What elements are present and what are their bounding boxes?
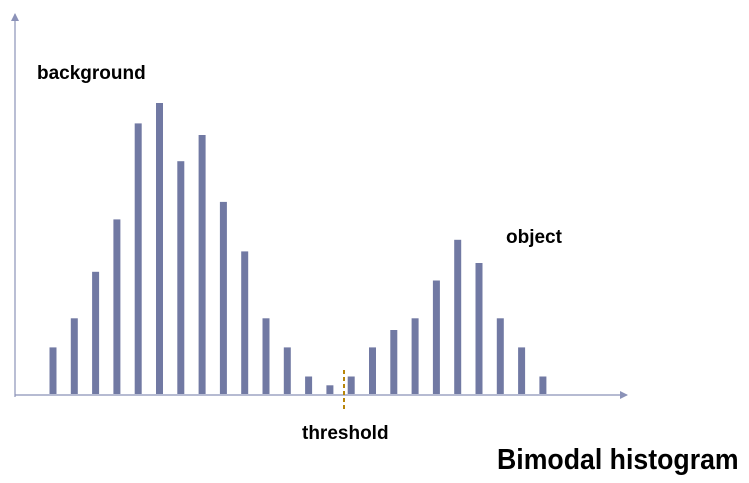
- histogram-bar-22: [496, 318, 504, 394]
- histogram-bar-7: [177, 161, 185, 394]
- histogram-bar-15: [347, 376, 355, 394]
- histogram-bar-18: [411, 318, 419, 394]
- histogram-bar-2: [70, 318, 78, 394]
- histogram-bar-9: [219, 201, 227, 394]
- threshold-label: threshold: [302, 423, 389, 444]
- background-label: background: [37, 63, 146, 84]
- histogram-bar-1: [49, 347, 57, 394]
- histogram-bar-21: [475, 263, 483, 394]
- histogram-bar-24: [539, 376, 547, 394]
- histogram-bar-6: [156, 103, 163, 394]
- histogram-bar-17: [390, 330, 398, 394]
- histogram-bar-20: [454, 239, 462, 394]
- histogram-bar-4: [113, 219, 121, 394]
- histogram-bar-19: [432, 280, 440, 394]
- histogram-bar-10: [241, 251, 249, 394]
- histogram-bar-12: [283, 347, 291, 394]
- histogram-bar-16: [369, 347, 376, 394]
- histogram-bar-23: [518, 347, 526, 394]
- histogram-bar-3: [92, 271, 100, 394]
- histogram-bar-13: [305, 376, 313, 394]
- histogram-bar-11: [262, 318, 270, 394]
- histogram-bar-5: [134, 123, 142, 395]
- histogram-bars: [49, 103, 547, 395]
- chart-title: Bimodal histogram: [497, 444, 739, 476]
- histogram-bar-8: [198, 135, 206, 394]
- histogram-bar-14: [326, 385, 334, 394]
- object-label: object: [506, 227, 563, 248]
